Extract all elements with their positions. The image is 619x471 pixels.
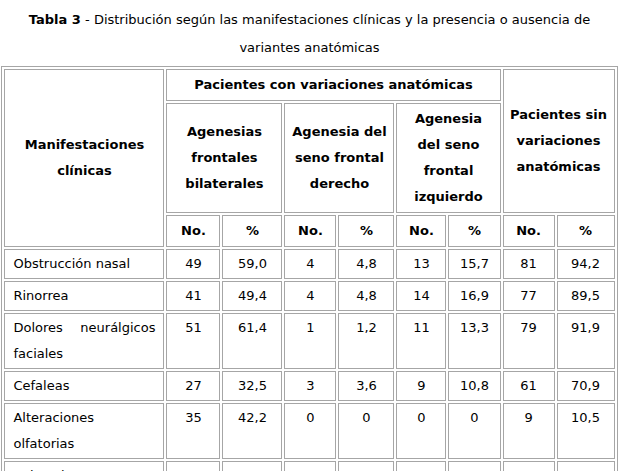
cell-value: 13,3 bbox=[448, 313, 500, 369]
cell-value: 91,9 bbox=[557, 313, 615, 369]
header-no: No. bbox=[166, 215, 220, 247]
header-no: No. bbox=[284, 215, 336, 247]
cell-value: 4,8 bbox=[338, 281, 394, 311]
cell-value: 5,8 bbox=[557, 461, 615, 471]
table-row: Cefaleas 27 32,5 3 3,6 9 10,8 61 70,9 bbox=[4, 371, 614, 401]
row-label: Epistaxis bbox=[4, 461, 164, 471]
cell-value: 3 bbox=[396, 461, 446, 471]
header-no: No. bbox=[503, 215, 555, 247]
table-caption-text: - Distribución según las manifestaciones… bbox=[81, 12, 590, 55]
cell-value: 17 bbox=[166, 461, 220, 471]
cell-value: 1,2 bbox=[338, 313, 394, 369]
cell-value: 94,2 bbox=[557, 249, 615, 279]
table-caption: Tabla 3 - Distribución según las manifes… bbox=[10, 6, 610, 62]
table-row: Rinorrea 41 49,4 4 4,8 14 16,9 77 89,5 bbox=[4, 281, 614, 311]
cell-value: 27 bbox=[166, 371, 220, 401]
row-label: Alteraciones olfatorias bbox=[4, 403, 164, 459]
header-agenesia-derecho: Agenesia del seno frontal derecho bbox=[284, 103, 394, 213]
cell-value: 10,5 bbox=[557, 403, 615, 459]
header-agenesia-izquierdo: Agenesia del seno frontal izquierdo bbox=[396, 103, 500, 213]
header-group-with-variations: Pacientes con variaciones anatómicas bbox=[166, 69, 500, 101]
cell-value: 3,6 bbox=[338, 371, 394, 401]
header-manifestaciones-clinicas: Manifestaciones clínicas bbox=[4, 69, 164, 247]
cell-value: 9 bbox=[396, 371, 446, 401]
page: Tabla 3 - Distribución según las manifes… bbox=[0, 0, 619, 471]
table-caption-number: Tabla 3 bbox=[29, 12, 81, 27]
table-row: Dolores neurálgicos faciales 51 61,4 1 1… bbox=[4, 313, 614, 369]
header-no: No. bbox=[396, 215, 446, 247]
cell-value: 0 bbox=[396, 403, 446, 459]
cell-value: 0 bbox=[448, 403, 500, 459]
cell-value: 0 bbox=[338, 461, 394, 471]
header-pct: % bbox=[557, 215, 615, 247]
cell-value: 4 bbox=[284, 249, 336, 279]
cell-value: 3,6 bbox=[448, 461, 500, 471]
table-row: Epistaxis 17 20,5 0 0 3 3,6 5 5,8 bbox=[4, 461, 614, 471]
row-label: Rinorrea bbox=[4, 281, 164, 311]
cell-value: 59,0 bbox=[222, 249, 282, 279]
cell-value: 61,4 bbox=[222, 313, 282, 369]
cell-value: 11 bbox=[396, 313, 446, 369]
cell-value: 0 bbox=[284, 461, 336, 471]
table-row: Obstrucción nasal 49 59,0 4 4,8 13 15,7 … bbox=[4, 249, 614, 279]
header-group-without-variations: Pacientes sin variaciones anatómicas bbox=[503, 69, 615, 213]
cell-value: 77 bbox=[503, 281, 555, 311]
cell-value: 4 bbox=[284, 281, 336, 311]
cell-value: 35 bbox=[166, 403, 220, 459]
cell-value: 9 bbox=[503, 403, 555, 459]
row-label: Dolores neurálgicos faciales bbox=[4, 313, 164, 369]
cell-value: 70,9 bbox=[557, 371, 615, 401]
cell-value: 49 bbox=[166, 249, 220, 279]
header-row-groups: Manifestaciones clínicas Pacientes con v… bbox=[4, 69, 614, 101]
cell-value: 5 bbox=[503, 461, 555, 471]
cell-value: 13 bbox=[396, 249, 446, 279]
cell-value: 16,9 bbox=[448, 281, 500, 311]
cell-value: 81 bbox=[503, 249, 555, 279]
cell-value: 1 bbox=[284, 313, 336, 369]
clinical-manifestations-table: Manifestaciones clínicas Pacientes con v… bbox=[1, 66, 617, 471]
cell-value: 0 bbox=[338, 403, 394, 459]
cell-value: 20,5 bbox=[222, 461, 282, 471]
cell-value: 42,2 bbox=[222, 403, 282, 459]
header-agenesias-bilaterales: Agenesias frontales bilaterales bbox=[166, 103, 282, 213]
table-row: Alteraciones olfatorias 35 42,2 0 0 0 0 … bbox=[4, 403, 614, 459]
cell-value: 51 bbox=[166, 313, 220, 369]
row-label: Cefaleas bbox=[4, 371, 164, 401]
cell-value: 4,8 bbox=[338, 249, 394, 279]
cell-value: 3 bbox=[284, 371, 336, 401]
cell-value: 89,5 bbox=[557, 281, 615, 311]
cell-value: 61 bbox=[503, 371, 555, 401]
cell-value: 15,7 bbox=[448, 249, 500, 279]
cell-value: 14 bbox=[396, 281, 446, 311]
header-pct: % bbox=[338, 215, 394, 247]
row-label: Obstrucción nasal bbox=[4, 249, 164, 279]
cell-value: 0 bbox=[284, 403, 336, 459]
cell-value: 10,8 bbox=[448, 371, 500, 401]
cell-value: 49,4 bbox=[222, 281, 282, 311]
cell-value: 79 bbox=[503, 313, 555, 369]
cell-value: 32,5 bbox=[222, 371, 282, 401]
cell-value: 41 bbox=[166, 281, 220, 311]
header-pct: % bbox=[448, 215, 500, 247]
header-pct: % bbox=[222, 215, 282, 247]
